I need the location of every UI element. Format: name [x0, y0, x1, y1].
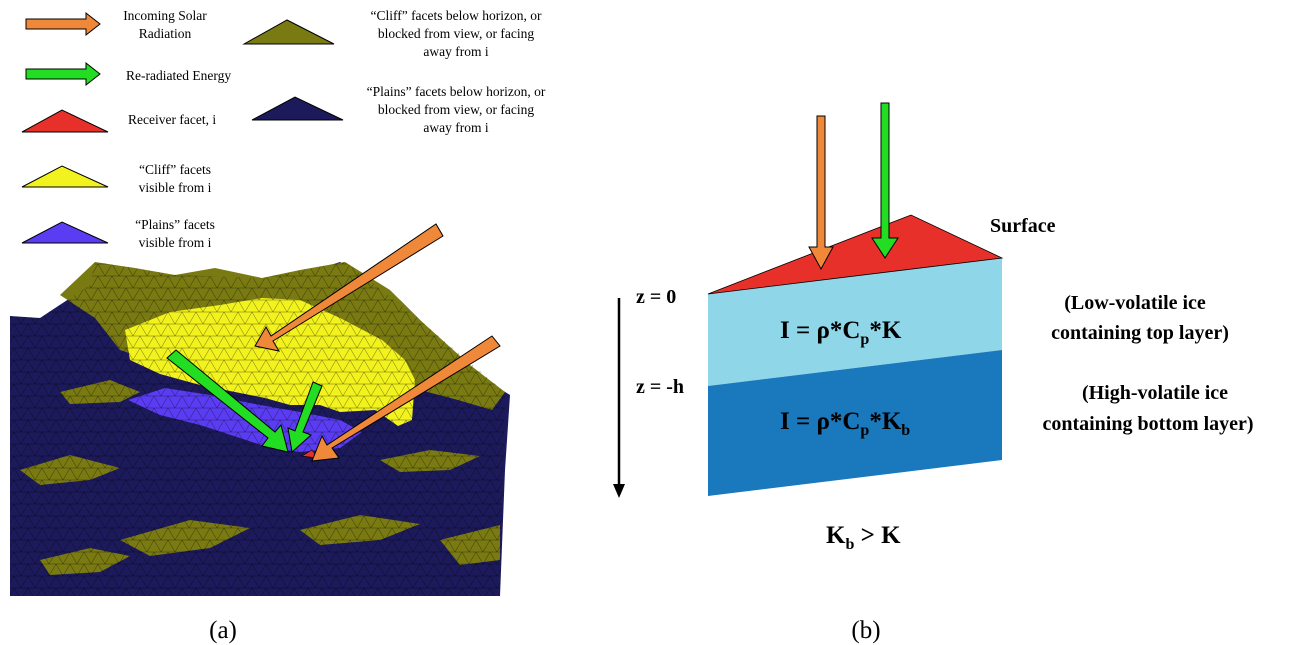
surface-label: Surface	[990, 215, 1056, 237]
equation-top: I = ρ*Cp*K	[780, 317, 902, 348]
surface-facet	[707, 214, 1004, 295]
legend-orange-arrow-icon	[25, 11, 101, 37]
svg-text:away from i: away from i	[423, 120, 488, 135]
legend-receiver-triangle-icon	[21, 109, 109, 133]
legend: Incoming Solar Radiation Re-radiated Ene…	[21, 8, 546, 250]
legend-plains-visible-line2: visible from i	[139, 235, 212, 250]
svg-text:blocked from view, or facing: blocked from view, or facing	[378, 26, 534, 41]
svg-text:containing bottom layer): containing bottom layer)	[1042, 413, 1253, 435]
legend-cliff-hidden-line2: blocked from view, or facing	[378, 26, 534, 41]
legend-plains-hidden-line1: “Plains” facets below horizon, or	[367, 84, 546, 99]
svg-text:“Cliff” facets: “Cliff” facets	[139, 162, 211, 177]
incoming-solar-arrow-1	[254, 223, 444, 352]
legend-plains-hidden-line2: blocked from view, or facing	[378, 102, 534, 117]
z0-label: z = 0	[636, 286, 676, 308]
legend-plains-visible-triangle-icon	[21, 221, 109, 244]
svg-text:Radiation: Radiation	[139, 26, 192, 41]
incoming-solar-arrow-vertical	[808, 115, 834, 271]
legend-plains-hidden-line3: away from i	[423, 120, 488, 135]
legend-reradiated: Re-radiated Energy	[126, 68, 231, 83]
bottom-layer-label-line2: containing bottom layer)	[1042, 413, 1253, 435]
incoming-solar-arrow-2	[311, 335, 501, 462]
top-layer-block	[708, 258, 1002, 386]
svg-text:(High-volatile ice: (High-volatile ice	[1082, 382, 1228, 404]
bottom-layer-block	[708, 350, 1002, 496]
svg-text:blocked from view, or facing: blocked from view, or facing	[378, 102, 534, 117]
legend-plains-hidden-triangle-icon	[251, 96, 344, 121]
svg-text:visible from i: visible from i	[139, 180, 212, 195]
svg-text:(Low-volatile ice: (Low-volatile ice	[1064, 292, 1206, 314]
legend-cliff-visible-line2: visible from i	[139, 180, 212, 195]
reradiated-arrow-1	[166, 349, 289, 453]
reradiated-arrow-vertical	[871, 102, 899, 259]
svg-text:“Plains” facets: “Plains” facets	[135, 217, 215, 232]
legend-cliff-visible-triangle-icon	[21, 165, 109, 188]
legend-incoming-line2: Radiation	[139, 26, 192, 41]
legend-cliff-visible-line1: “Cliff” facets	[139, 162, 211, 177]
caption-a: (a)	[209, 617, 237, 644]
zh-label: z = -h	[636, 376, 684, 398]
bottom-layer-label-line1: (High-volatile ice	[1082, 382, 1228, 404]
legend-cliff-hidden-triangle-icon	[242, 19, 335, 45]
legend-receiver: Receiver facet, i	[128, 112, 216, 127]
equation-bottom: I = ρ*Cp*Kb	[780, 408, 910, 439]
svg-text:visible from i: visible from i	[139, 235, 212, 250]
svg-text:“Plains” facets below horizon,: “Plains” facets below horizon, or	[367, 84, 546, 99]
svg-text:“Cliff” facets below horizon,: “Cliff” facets below horizon, or	[370, 8, 542, 23]
layer-diagram: Surface z = 0 z = -h (Low-volatile ice c…	[613, 102, 1254, 553]
caption-b: (b)	[851, 617, 880, 644]
top-layer-label-line1: (Low-volatile ice	[1064, 292, 1206, 314]
legend-incoming-line1: Incoming Solar	[123, 8, 207, 23]
top-layer-label-line2: containing top layer)	[1051, 322, 1229, 344]
legend-cliff-hidden-line3: away from i	[423, 44, 488, 59]
inequality: Kb > K	[826, 522, 901, 553]
svg-text:away from i: away from i	[423, 44, 488, 59]
svg-text:containing top layer): containing top layer)	[1051, 322, 1229, 344]
legend-green-arrow-icon	[25, 61, 101, 87]
reradiated-arrow-2	[287, 381, 323, 453]
legend-plains-visible-line1: “Plains” facets	[135, 217, 215, 232]
legend-cliff-hidden-line1: “Cliff” facets below horizon, or	[370, 8, 542, 23]
svg-text:Incoming Solar: Incoming Solar	[123, 8, 207, 23]
terrain-render	[10, 223, 510, 596]
depth-axis-arrowhead-icon	[613, 484, 625, 498]
